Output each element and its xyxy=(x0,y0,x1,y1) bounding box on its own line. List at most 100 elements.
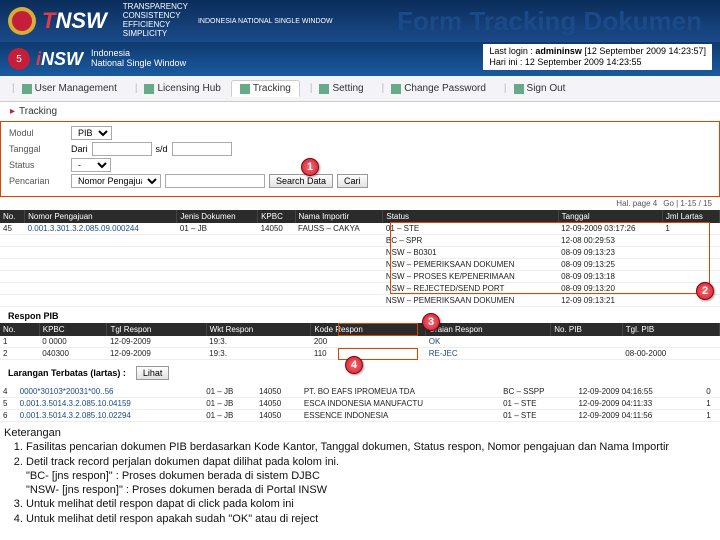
filter-to-input[interactable] xyxy=(172,142,232,156)
subheader: 5 iNSW Indonesia National Single Window … xyxy=(0,42,720,76)
filter-searchby-select[interactable]: Nomor Pengajuan xyxy=(71,174,161,188)
tab-user-management[interactable]: |User Management xyxy=(4,81,125,96)
cell: 1 xyxy=(703,410,720,422)
cell: 2 xyxy=(0,348,39,360)
logo-emblem xyxy=(8,7,36,35)
nav-tabs: |User Management |Licensing Hub Tracking… xyxy=(0,76,720,102)
col-tglrespon: Tgl Respon xyxy=(107,323,206,336)
cell xyxy=(295,247,383,259)
subbrand: iNSW xyxy=(36,49,83,70)
cell: ESCA INDONESIA MANUFACTU xyxy=(301,398,500,410)
cell xyxy=(0,259,25,271)
tab-label: Tracking xyxy=(253,83,291,94)
cell: 0 xyxy=(703,386,720,398)
grid1-wrap: No. Nomor Pengajuan Jenis Dokumen KPBC N… xyxy=(0,210,720,307)
table-row[interactable]: 40000*30103*20031*00..5601 – JB14050PT. … xyxy=(0,386,720,398)
cell: 01 – JB xyxy=(203,398,256,410)
col-nomor: Nomor Pengajuan xyxy=(25,210,177,223)
tab-change-password[interactable]: |Change Password xyxy=(374,81,494,96)
cell: 4 xyxy=(0,386,17,398)
tab-label: Change Password xyxy=(404,83,486,94)
lihat-button[interactable]: Lihat xyxy=(136,366,170,380)
tab-sign-out[interactable]: |Sign Out xyxy=(496,81,574,96)
grid-bottom: 40000*30103*20031*00..5601 – JB14050PT. … xyxy=(0,386,720,422)
login-user: admininsw xyxy=(535,46,582,56)
highlight-box-2 xyxy=(390,222,710,294)
larangan-label: Larangan Terbatas (lartas) : xyxy=(8,368,126,378)
cell: 14050 xyxy=(258,223,295,235)
cell xyxy=(622,336,719,348)
tab-tracking[interactable]: Tracking xyxy=(231,80,300,97)
filter-status-label: Status xyxy=(9,160,67,170)
filter-from-input[interactable] xyxy=(92,142,152,156)
col-kpbc: KPBC xyxy=(258,210,295,223)
tab-label: User Management xyxy=(35,83,117,94)
marker-1: 1 xyxy=(301,158,319,176)
tab-licensing-hub[interactable]: |Licensing Hub xyxy=(127,81,229,96)
cell: 200 xyxy=(311,336,426,348)
cell: 08-00-2000 xyxy=(622,348,719,360)
cell: 6 xyxy=(0,410,17,422)
search-button[interactable]: Search Data xyxy=(269,174,333,188)
filter-to-label: s/d xyxy=(156,144,168,154)
cari-button[interactable]: Cari xyxy=(337,174,368,188)
respon-title: Respon PIB xyxy=(0,307,720,323)
table-row[interactable]: 10 000012-09-200919:3.200OK xyxy=(0,336,720,348)
filter-modul-select[interactable]: PIB xyxy=(71,126,112,140)
subnav-label[interactable]: Tracking xyxy=(19,106,57,117)
pager: Hal. page 4 Go | 1-15 / 15 xyxy=(0,197,720,210)
highlight-box-3 xyxy=(338,323,418,336)
login-time: [12 September 2009 14:23:57] xyxy=(582,46,706,56)
cell: 0000*30103*20031*00..56 xyxy=(17,386,204,398)
cell xyxy=(295,259,383,271)
cell xyxy=(295,283,383,295)
tab-icon xyxy=(391,84,401,94)
table-row: NSW – PEMERIKSAAN DOKUMEN12-09 09:13:21 xyxy=(0,295,720,307)
cell xyxy=(258,283,295,295)
tab-setting[interactable]: |Setting xyxy=(302,81,372,96)
cell: RE-JEC xyxy=(426,348,551,360)
cell: 12-09-2009 04:11:33 xyxy=(575,398,703,410)
cell: 12-09-2009 xyxy=(107,348,206,360)
col-no: No. xyxy=(0,323,39,336)
cell xyxy=(295,271,383,283)
larangan-row: Larangan Terbatas (lartas) : Lihat 4 xyxy=(0,360,720,386)
ket-item: Fasilitas pencarian dokumen PIB berdasar… xyxy=(26,440,716,454)
cell xyxy=(25,295,177,307)
cell xyxy=(177,247,258,259)
arrow-icon: ▸ xyxy=(10,106,15,117)
filter-search-input[interactable] xyxy=(165,174,265,188)
cell: 19:3. xyxy=(206,336,311,348)
cell: 12-09-2009 04:16:55 xyxy=(575,386,703,398)
filter-status-select[interactable]: - xyxy=(71,158,111,172)
filter-modul-label: Modul xyxy=(9,128,67,138)
col-jenis: Jenis Dokumen xyxy=(177,210,258,223)
table-row[interactable]: 60.001.3.5014.3.2.085.10.0229401 – JB140… xyxy=(0,410,720,422)
cell: 1 xyxy=(703,398,720,410)
brand: TNSW xyxy=(42,8,107,34)
subnav: ▸ Tracking xyxy=(0,102,720,121)
login-label: Last login : xyxy=(489,46,535,56)
cell: PT. BO EAFS IPROMEUA TDA xyxy=(301,386,500,398)
cell xyxy=(0,247,25,259)
cell: 5 xyxy=(0,398,17,410)
cell xyxy=(177,235,258,247)
cell: 14050 xyxy=(256,398,301,410)
cell: 0 0000 xyxy=(39,336,107,348)
cell: 01 – STE xyxy=(500,398,575,410)
cell: 14050 xyxy=(256,386,301,398)
now-time: 12 September 2009 14:23:55 xyxy=(525,57,642,67)
col-no: No. xyxy=(0,210,25,223)
tab-icon xyxy=(22,84,32,94)
subbrand-tag: Indonesia National Single Window xyxy=(91,49,186,69)
tab-icon xyxy=(319,84,329,94)
cell: 45 xyxy=(0,223,25,235)
cell xyxy=(25,283,177,295)
grid2-wrap: No. KPBC Tgl Respon Wkt Respon Kode Resp… xyxy=(0,323,720,360)
tab-label: Sign Out xyxy=(527,83,566,94)
table-row[interactable]: 50.001.3.5014.3.2.085.10.0415901 – JB140… xyxy=(0,398,720,410)
cell: 01 – JB xyxy=(203,386,256,398)
cell-date: 12-09 09:13:21 xyxy=(558,295,662,307)
cell xyxy=(295,235,383,247)
badge-icon: 5 xyxy=(8,48,30,70)
